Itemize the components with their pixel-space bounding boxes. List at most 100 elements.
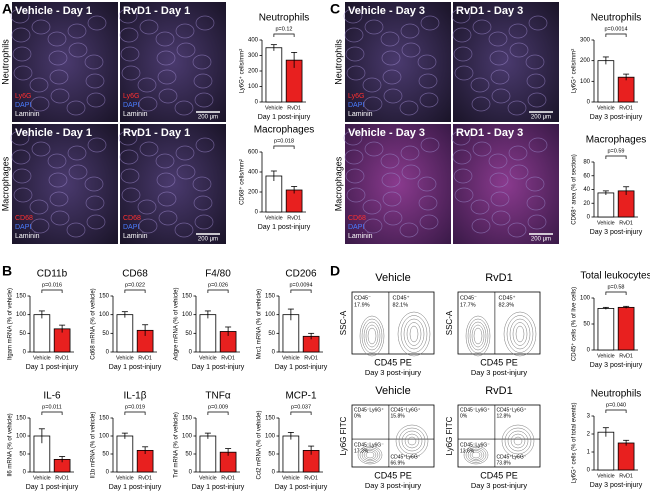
contour xyxy=(359,447,381,463)
fiber xyxy=(453,46,473,62)
scale-label: 200 μm xyxy=(198,115,218,121)
fiber xyxy=(174,100,194,116)
y-tick-label: 0 xyxy=(272,350,276,356)
x-tick-label: Vehicle xyxy=(597,220,615,226)
fiber xyxy=(156,50,176,66)
fiber xyxy=(362,77,382,93)
chart-title: IL-6 xyxy=(43,391,61,402)
flow-ylabel: SSC-A xyxy=(445,310,454,335)
fiber xyxy=(400,23,420,39)
y-axis-label: Il6 mRNA (% of vehicle) xyxy=(8,413,14,476)
contour xyxy=(465,447,487,463)
chart-title: Neutrophils xyxy=(591,389,642,400)
p-value: p=0.009 xyxy=(208,404,228,410)
p-value: p=0.0014 xyxy=(604,26,627,32)
x-tick-label: Vehicle xyxy=(282,355,300,361)
fiber xyxy=(381,172,401,188)
bar xyxy=(116,314,134,353)
y-tick-label: 100 xyxy=(182,434,193,440)
p-value: p=0.019 xyxy=(125,404,145,410)
y-tick-label: 400 xyxy=(248,38,259,44)
y-tick-label: 100 xyxy=(265,434,276,440)
flow-frame xyxy=(351,404,435,468)
fiber xyxy=(509,164,529,180)
fiber xyxy=(195,15,215,31)
bar xyxy=(199,435,217,473)
x-axis-label: Day 3 post-injury xyxy=(590,362,643,369)
stain-label: DAPI xyxy=(123,224,139,231)
fiber xyxy=(420,137,440,153)
fiber xyxy=(139,19,159,35)
fiber xyxy=(399,100,419,116)
gate-label: 0% xyxy=(354,413,362,419)
contour xyxy=(471,451,481,459)
x-tick-label: Vehicle xyxy=(597,353,615,359)
x-axis-label: Day 1 post-injury xyxy=(109,484,162,491)
fiber xyxy=(194,92,214,108)
row-label: Neutrophils xyxy=(0,39,10,85)
y-tick-label: 150 xyxy=(16,294,27,300)
fiber xyxy=(526,73,546,89)
contour xyxy=(512,322,528,346)
micrograph-title: RvD1 - Day 1 xyxy=(123,5,190,17)
fiber xyxy=(48,50,68,66)
bar xyxy=(199,314,217,353)
gate-label: CD45⁺Ly6G⁻ xyxy=(391,454,421,460)
y-tick-label: 100 xyxy=(580,79,591,85)
contour xyxy=(403,318,425,350)
chart-title: Macrophages xyxy=(254,125,315,136)
y-axis-label: Mrc1 mRNA (% of vehicle) xyxy=(257,289,263,359)
x-tick-label: RvD1 xyxy=(287,215,301,221)
gate-label: 17.7% xyxy=(460,302,476,308)
stain-label: Laminin xyxy=(348,233,373,240)
y-axis-label: Ly6G⁺ cells (% of total events) xyxy=(571,403,578,484)
flow-xlabel: CD45 PE xyxy=(480,470,518,480)
significance-bracket xyxy=(41,289,63,293)
fiber xyxy=(345,46,365,62)
stain-label: Laminin xyxy=(15,111,40,118)
fiber xyxy=(10,8,30,24)
contour xyxy=(361,318,383,354)
fiber xyxy=(138,96,158,112)
fiber xyxy=(10,130,30,146)
y-axis-label: CD68⁺ area (% of section) xyxy=(571,154,578,225)
fiber xyxy=(362,199,382,215)
significance-bracket xyxy=(290,289,312,293)
y-tick-label: 0 xyxy=(587,215,591,221)
x-axis-label: Day 1 post-injury xyxy=(258,114,311,121)
bar xyxy=(116,435,134,473)
gate-label: CD45⁺ xyxy=(393,294,410,301)
flow-xlabel: CD45 PE xyxy=(480,357,518,367)
fiber xyxy=(363,96,383,112)
fiber xyxy=(417,176,437,192)
significance-bracket xyxy=(207,289,229,293)
x-tick-label: RvD1 xyxy=(55,475,69,481)
flow-ylabel: SSC-A xyxy=(339,310,348,335)
micrograph-title: Vehicle - Day 1 xyxy=(15,127,92,139)
fiber xyxy=(451,130,471,146)
fiber xyxy=(488,153,508,169)
y-tick-label: 50 xyxy=(185,452,192,458)
fiber xyxy=(382,191,402,207)
fiber xyxy=(470,199,490,215)
gate-label: 15.8% xyxy=(391,413,406,419)
fiber xyxy=(507,100,527,116)
stain-label: Ly6G xyxy=(123,93,139,100)
contour xyxy=(365,324,379,348)
y-tick-label: 0 xyxy=(587,100,591,106)
fiber xyxy=(156,172,176,188)
gate-label: CD45⁻Ly6G⁻ xyxy=(354,442,384,448)
chart-title: Neutrophils xyxy=(259,13,310,24)
scale-label: 200 μm xyxy=(531,115,551,121)
fiber xyxy=(50,88,70,104)
p-value: p=0.037 xyxy=(291,404,311,410)
x-axis-label: Day 1 post-injury xyxy=(275,484,328,491)
scale-label: 200 μm xyxy=(198,237,218,243)
fiber xyxy=(30,218,50,234)
y-axis-label: Adgre mRNA (% of vehicle) xyxy=(174,287,180,360)
y-tick-label: 0 xyxy=(189,470,193,476)
fiber xyxy=(527,92,547,108)
fiber xyxy=(383,88,403,104)
y-axis-label: CD68⁺ cells/mm² xyxy=(239,159,246,205)
x-tick-label: Vehicle xyxy=(597,473,615,479)
